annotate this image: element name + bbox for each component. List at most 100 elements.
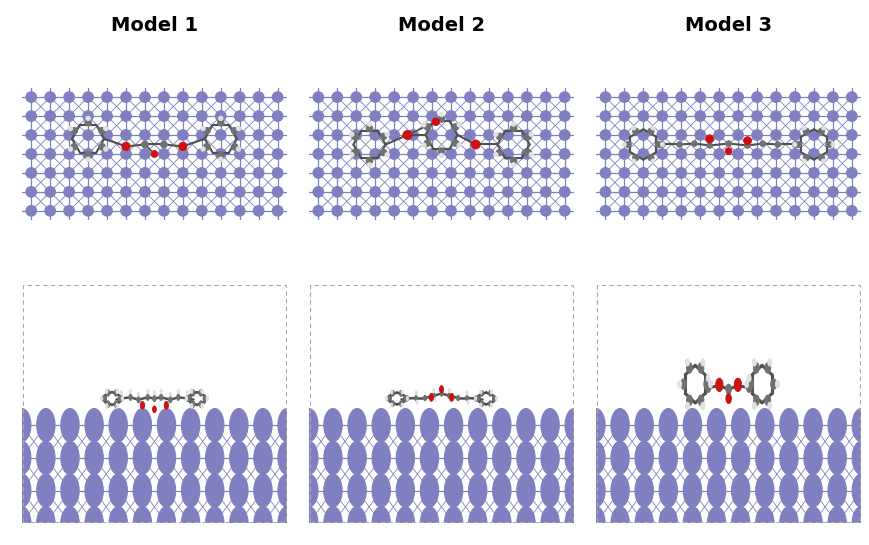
Circle shape <box>631 126 635 130</box>
Circle shape <box>420 409 438 441</box>
Circle shape <box>464 130 474 140</box>
Circle shape <box>177 168 188 178</box>
Circle shape <box>659 409 677 441</box>
Circle shape <box>511 122 515 126</box>
Circle shape <box>480 390 483 396</box>
Circle shape <box>369 111 380 122</box>
Circle shape <box>826 130 837 140</box>
Circle shape <box>176 394 180 401</box>
Circle shape <box>445 130 455 140</box>
Circle shape <box>846 111 856 122</box>
Circle shape <box>483 149 494 159</box>
Circle shape <box>846 130 856 140</box>
Circle shape <box>405 396 408 401</box>
Circle shape <box>217 119 224 126</box>
Circle shape <box>734 381 740 391</box>
Circle shape <box>133 409 151 441</box>
Circle shape <box>313 168 323 178</box>
Circle shape <box>63 186 75 197</box>
Circle shape <box>121 205 131 216</box>
Circle shape <box>586 507 605 540</box>
Circle shape <box>444 474 462 507</box>
Circle shape <box>332 130 342 140</box>
Circle shape <box>332 149 342 159</box>
Circle shape <box>675 92 686 102</box>
Circle shape <box>732 168 742 178</box>
Circle shape <box>826 92 837 102</box>
Circle shape <box>779 409 797 441</box>
Circle shape <box>619 130 629 140</box>
Circle shape <box>349 153 354 157</box>
Circle shape <box>619 186 629 197</box>
Circle shape <box>759 141 765 147</box>
Circle shape <box>444 441 462 474</box>
Circle shape <box>408 111 418 122</box>
Circle shape <box>464 92 474 102</box>
Circle shape <box>637 205 648 216</box>
Circle shape <box>199 390 202 396</box>
Circle shape <box>159 394 163 401</box>
Circle shape <box>637 92 648 102</box>
Circle shape <box>206 396 209 401</box>
Circle shape <box>140 205 150 216</box>
Circle shape <box>102 111 112 122</box>
Circle shape <box>694 149 705 159</box>
Circle shape <box>825 141 832 148</box>
Circle shape <box>779 441 797 474</box>
Circle shape <box>129 389 131 393</box>
Circle shape <box>789 130 799 140</box>
Circle shape <box>83 92 93 102</box>
Circle shape <box>540 205 550 216</box>
Circle shape <box>234 186 245 197</box>
Circle shape <box>157 409 176 441</box>
Circle shape <box>203 143 210 150</box>
Circle shape <box>826 168 837 178</box>
Circle shape <box>675 205 686 216</box>
Circle shape <box>408 168 418 178</box>
Circle shape <box>846 149 856 159</box>
Text: Model 3: Model 3 <box>685 16 772 35</box>
Circle shape <box>402 130 412 140</box>
Circle shape <box>390 390 393 394</box>
Circle shape <box>399 390 402 396</box>
Circle shape <box>182 441 200 474</box>
Circle shape <box>415 400 418 404</box>
Circle shape <box>45 111 56 122</box>
Circle shape <box>801 159 806 163</box>
Circle shape <box>272 111 282 122</box>
Circle shape <box>352 133 359 140</box>
Circle shape <box>177 130 188 140</box>
Circle shape <box>216 92 226 102</box>
Circle shape <box>26 149 36 159</box>
Circle shape <box>559 168 569 178</box>
Circle shape <box>158 111 169 122</box>
Circle shape <box>114 390 117 396</box>
Circle shape <box>559 186 569 197</box>
Circle shape <box>231 128 238 134</box>
Circle shape <box>468 507 487 540</box>
Circle shape <box>415 391 417 395</box>
Circle shape <box>147 389 149 393</box>
Circle shape <box>157 441 176 474</box>
Circle shape <box>715 378 722 391</box>
Circle shape <box>610 507 628 540</box>
Circle shape <box>779 474 797 507</box>
Circle shape <box>177 186 188 197</box>
Circle shape <box>700 359 704 366</box>
Circle shape <box>177 205 188 216</box>
Circle shape <box>120 391 123 395</box>
Circle shape <box>770 379 776 390</box>
Circle shape <box>586 441 605 474</box>
Circle shape <box>85 507 103 540</box>
Circle shape <box>656 130 667 140</box>
Circle shape <box>367 162 371 167</box>
Circle shape <box>770 205 780 216</box>
Circle shape <box>440 391 442 396</box>
Circle shape <box>299 441 318 474</box>
Circle shape <box>158 92 169 102</box>
Circle shape <box>106 401 109 408</box>
Circle shape <box>619 92 629 102</box>
Circle shape <box>196 186 207 197</box>
Circle shape <box>716 381 721 391</box>
Circle shape <box>160 141 167 148</box>
